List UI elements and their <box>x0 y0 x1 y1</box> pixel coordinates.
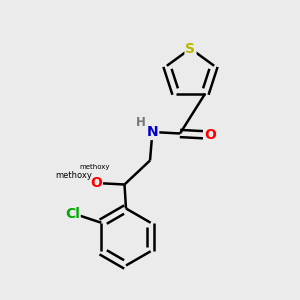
Text: O: O <box>204 128 216 142</box>
Text: H: H <box>136 116 146 130</box>
Text: S: S <box>185 42 196 56</box>
Text: N: N <box>147 125 158 139</box>
Text: methoxy: methoxy <box>55 171 92 180</box>
Text: methoxy: methoxy <box>80 164 110 170</box>
Text: Cl: Cl <box>65 207 80 221</box>
Text: O: O <box>90 176 102 190</box>
